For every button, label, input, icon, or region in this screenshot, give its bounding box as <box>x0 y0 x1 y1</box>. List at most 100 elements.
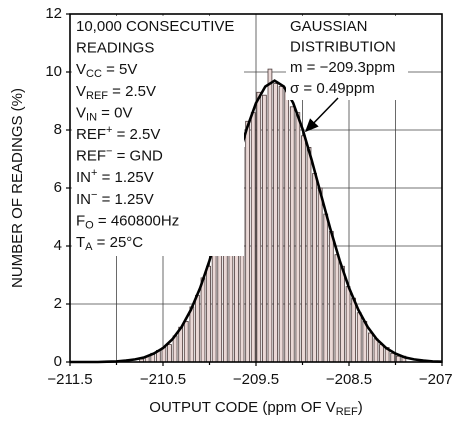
text-segment: − <box>91 189 97 201</box>
text-segment: REF <box>336 406 358 418</box>
bar <box>278 86 284 363</box>
text-segment: = GND <box>112 148 163 165</box>
y-tick-label: 12 <box>45 5 62 22</box>
bar <box>312 173 317 363</box>
annotation-text: 10,000 CONSECUTIVE <box>76 18 234 35</box>
text-segment: σ = 0.49ppm <box>290 80 375 97</box>
bar <box>379 344 384 363</box>
y-tick-label: 4 <box>54 237 62 254</box>
annotation-text: IN− = 1.25V <box>76 189 154 208</box>
y-tick-label: 10 <box>45 63 62 80</box>
annotation-text: GAUSSIAN <box>290 18 368 35</box>
text-segment: 10,000 CONSECUTIVE <box>76 18 234 35</box>
bar <box>368 332 373 363</box>
annotation-text: m = −209.3ppm <box>290 59 395 76</box>
annotation-background <box>286 16 408 100</box>
annotation-text: REF− = GND <box>76 146 163 165</box>
bar <box>395 355 401 363</box>
text-segment: = 1.25V <box>97 169 153 186</box>
text-segment: F <box>76 212 85 229</box>
bar <box>172 335 178 363</box>
annotation-text: DISTRIBUTION <box>290 39 396 56</box>
annotation-text: VIN = 0V <box>76 104 132 123</box>
bar <box>178 326 184 363</box>
text-segment: V <box>76 83 86 100</box>
annotation-text: FO = 460800Hz <box>76 212 179 231</box>
bar <box>211 242 217 363</box>
bar <box>167 344 172 363</box>
bar <box>351 297 357 363</box>
text-segment: = 460800Hz <box>94 212 179 229</box>
bar <box>256 91 262 363</box>
text-segment: = 25°C <box>93 234 144 251</box>
axes: 0 2 4 6 8 10 12 −211.5 −210.5 −209.5 −208.5 −207.5 O… <box>9 5 454 418</box>
text-segment: − <box>106 146 112 158</box>
text-segment: + <box>106 124 112 136</box>
bar <box>183 320 189 363</box>
text-segment: REF <box>76 126 106 143</box>
y-tick-label: 6 <box>54 179 62 196</box>
text-segment: = 1.25V <box>97 191 153 208</box>
x-tick-label: −210.5 <box>140 371 186 388</box>
text-segment: IN <box>86 111 97 123</box>
gaussian-curve <box>70 79 443 364</box>
bar <box>390 352 396 363</box>
bar <box>206 265 211 363</box>
x-tick-label: −208.5 <box>326 371 372 388</box>
bar <box>334 254 340 363</box>
bar <box>356 312 362 363</box>
text-segment: DISTRIBUTION <box>290 39 396 56</box>
bar <box>323 213 329 363</box>
x-tick-label: −207.5 <box>419 371 454 388</box>
text-segment: T <box>76 234 85 251</box>
x-axis-label: OUTPUT CODE (ppm OF VREF) <box>149 399 362 418</box>
bar <box>289 106 295 363</box>
bar <box>267 68 273 363</box>
text-segment: OUTPUT CODE (ppm OF V <box>149 399 335 416</box>
text-segment: IN <box>76 191 91 208</box>
text-segment: V <box>76 61 86 78</box>
text-segment: = 5V <box>102 61 137 78</box>
bar <box>362 320 368 363</box>
text-segment: = 2.5V <box>112 126 160 143</box>
text-segment: READINGS <box>76 40 154 57</box>
bar <box>328 231 334 363</box>
y-tick-label: 8 <box>54 121 62 138</box>
bars <box>70 68 443 364</box>
y-tick-label: 0 <box>54 353 62 370</box>
bar <box>317 187 323 363</box>
annotation-text: TA = 25°C <box>76 234 143 253</box>
text-segment: V <box>76 104 86 121</box>
annotation-background <box>72 16 244 256</box>
bar <box>273 83 278 363</box>
bar <box>195 294 200 363</box>
bar <box>200 277 206 363</box>
plot-frame <box>69 13 443 363</box>
text-segment: CC <box>86 68 102 80</box>
x-tick-label: −209.5 <box>233 371 279 388</box>
annotation-text: VCC = 5V <box>76 61 137 80</box>
bar <box>284 89 290 363</box>
y-axis-label: NUMBER OF READINGS (%) <box>9 88 26 288</box>
annotation-text: READINGS <box>76 40 154 57</box>
bar <box>189 306 195 363</box>
bar <box>301 135 306 363</box>
text-segment: = 0V <box>97 104 132 121</box>
bar <box>373 338 379 363</box>
text-segment: m = −209.3ppm <box>290 59 395 76</box>
x-tick-label: −211.5 <box>47 371 92 388</box>
text-segment: O <box>85 219 94 231</box>
text-segment: A <box>85 241 93 253</box>
bar <box>262 94 267 363</box>
annotation-arrow <box>304 97 339 133</box>
bar <box>245 120 250 363</box>
bar <box>250 112 256 363</box>
text-segment: IN <box>76 169 91 186</box>
annotation-text: VREF = 2.5V <box>76 83 156 102</box>
text-segment: = 2.5V <box>108 83 156 100</box>
bar <box>306 146 312 363</box>
text-segment: REF <box>86 90 108 102</box>
text-segment: ) <box>358 399 363 416</box>
